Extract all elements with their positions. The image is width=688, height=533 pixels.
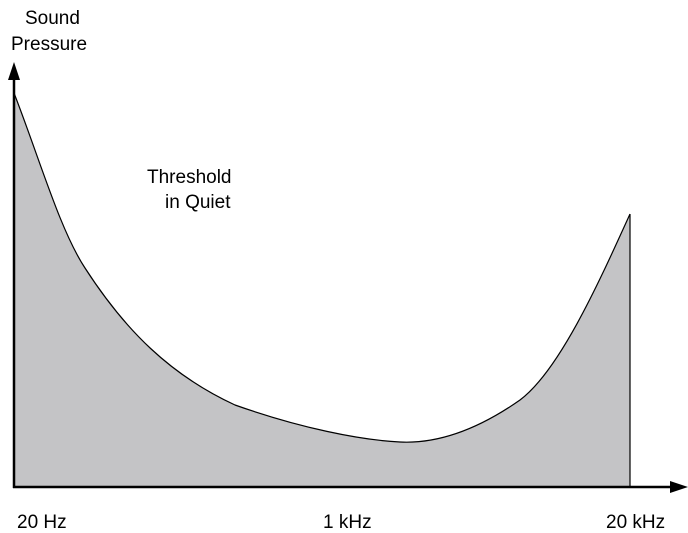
threshold-region xyxy=(14,93,630,487)
x-tick-label-1khz: 1 kHz xyxy=(323,512,372,533)
x-tick-label-20khz: 20 kHz xyxy=(606,512,665,533)
y-axis-label-line2: Pressure xyxy=(11,34,87,55)
x-tick-label-20hz: 20 Hz xyxy=(17,512,67,533)
y-axis-label-line1: Sound xyxy=(25,8,80,29)
curve-label-line2: in Quiet xyxy=(165,192,231,213)
curve-label-line1: Threshold xyxy=(147,167,232,188)
y-axis-arrowhead xyxy=(8,62,20,80)
threshold-curve xyxy=(13,92,631,443)
x-axis-arrowhead xyxy=(670,481,688,493)
